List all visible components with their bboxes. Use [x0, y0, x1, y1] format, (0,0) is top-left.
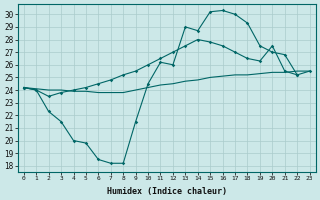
- X-axis label: Humidex (Indice chaleur): Humidex (Indice chaleur): [107, 187, 227, 196]
